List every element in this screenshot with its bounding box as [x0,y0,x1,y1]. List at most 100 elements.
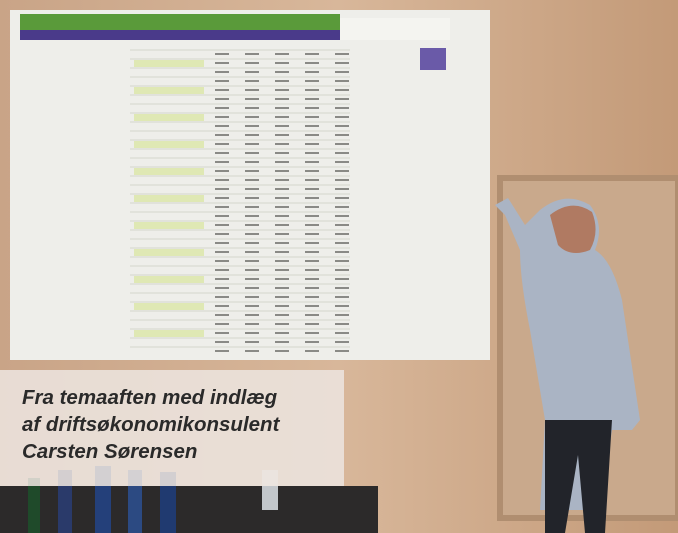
slide-cell [134,168,204,175]
bottle [28,478,40,533]
slide-number [275,260,289,262]
slide-number [305,107,319,109]
slide-number [215,53,229,55]
slide-number [275,251,289,253]
slide-number [215,323,229,325]
slide-number [335,62,349,64]
slide-number [245,62,259,64]
slide-number [275,134,289,136]
slide-number [215,89,229,91]
slide-number [215,296,229,298]
slide-number [305,224,319,226]
slide-number [215,215,229,217]
slide-number [335,278,349,280]
slide-number [305,215,319,217]
slide-number [335,80,349,82]
slide-number [275,287,289,289]
slide-number [335,224,349,226]
slide-number [275,341,289,343]
slide-number [245,224,259,226]
slide-number [275,179,289,181]
slide-number [305,125,319,127]
slide-number [305,278,319,280]
slide-number [305,80,319,82]
slide-number [305,251,319,253]
slide-number [275,269,289,271]
slide-number [305,305,319,307]
slide-number [305,314,319,316]
slide-number [245,188,259,190]
slide-number [335,125,349,127]
slide-number [215,107,229,109]
slide-cell [134,276,204,283]
slide-number [305,161,319,163]
slide-number [245,323,259,325]
slide-number [335,152,349,154]
slide-number [335,242,349,244]
slide-number [245,206,259,208]
slide-number [335,134,349,136]
slide-number [215,341,229,343]
slide-cell [134,330,204,337]
slide-number [305,179,319,181]
slide-number [335,233,349,235]
slide-cell [134,141,204,148]
slide-number [275,170,289,172]
slide-number [215,143,229,145]
slide-number [245,215,259,217]
slide-number [305,332,319,334]
slide-number [275,332,289,334]
photo: Fra temaaften med indlæg af driftsøkonom… [0,0,678,533]
slide-number [215,314,229,316]
slide-number [245,251,259,253]
slide-number [245,332,259,334]
caption-line: Carsten Sørensen [22,438,344,465]
slide-number [215,152,229,154]
slide-number [215,98,229,100]
slide-number [305,71,319,73]
slide-number [335,332,349,334]
slide-number [215,80,229,82]
slide-number [305,206,319,208]
slide-number [215,260,229,262]
slide-number [245,143,259,145]
slide-number [305,98,319,100]
slide-number [215,278,229,280]
slide-number [335,341,349,343]
slide-number [215,116,229,118]
slide-number [215,233,229,235]
slide-number [275,107,289,109]
slide-number [335,89,349,91]
slide-number [275,98,289,100]
slide-number [215,188,229,190]
slide-number [245,269,259,271]
slide-number [245,170,259,172]
slide-number [245,242,259,244]
slide-number [275,89,289,91]
slide-number [305,134,319,136]
slide-number [245,296,259,298]
slide-number [275,143,289,145]
slide-number [335,98,349,100]
slide-cell [134,303,204,310]
slide-number [335,269,349,271]
slide-number [335,296,349,298]
slide-number [335,71,349,73]
slide-number [245,197,259,199]
slide-number [275,278,289,280]
slide-number [245,53,259,55]
slide-number [245,152,259,154]
caption-box: Fra temaaften med indlæg af driftsøkonom… [0,370,344,486]
slide-number [215,242,229,244]
slide-number [215,224,229,226]
slide-number [245,161,259,163]
slide-number [305,233,319,235]
caption-line: Fra temaaften med indlæg [22,384,344,411]
slide-number [305,260,319,262]
slide-number [305,62,319,64]
slide-number [275,206,289,208]
slide-number [335,53,349,55]
table [0,486,378,533]
slide-number [275,125,289,127]
slide-number [335,323,349,325]
